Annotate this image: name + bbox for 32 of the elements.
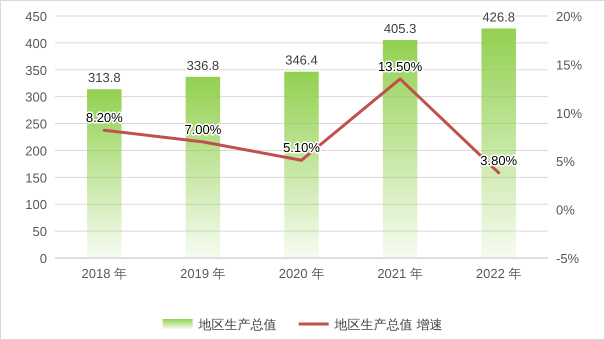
- y2-tick-label: 20%: [556, 9, 582, 24]
- y-tick-label: 50: [32, 224, 47, 240]
- y-tick-label: 250: [25, 116, 47, 132]
- bar: [186, 76, 220, 258]
- x-tick-label: 2018 年: [82, 266, 128, 281]
- data-label: 405.3: [384, 21, 416, 36]
- legend-label: 地区生产总值: [198, 317, 277, 332]
- bar: [481, 28, 516, 258]
- data-label: 426.8: [482, 9, 515, 24]
- bar: [284, 72, 319, 258]
- y-tick-label: 0: [40, 251, 47, 266]
- data-label: 313.8: [88, 70, 121, 86]
- y-tick-label: 200: [25, 143, 47, 158]
- data-label: 336.8: [186, 58, 220, 73]
- y-tick-label: 100: [25, 197, 47, 212]
- bar: [87, 89, 122, 258]
- y-tick-label: 150: [25, 170, 47, 186]
- x-tick-label: 2019 年: [180, 266, 226, 281]
- y2-tick-label: 5%: [556, 154, 576, 170]
- y-tick-label: 350: [25, 62, 47, 78]
- legend-label: 地区生产总值 增速: [334, 317, 442, 332]
- y2-tick-label: 0%: [556, 202, 576, 218]
- y2-tick-label: 10%: [556, 106, 582, 121]
- data-label: 346.4: [285, 52, 318, 68]
- y2-tick-label: 15%: [556, 57, 582, 72]
- x-tick-label: 2022 年: [476, 266, 522, 281]
- x-tick-label: 2021 年: [377, 266, 423, 281]
- y-tick-label: 450: [25, 9, 47, 24]
- x-tick-label: 2020 年: [278, 266, 324, 281]
- y-tick-label: 400: [25, 36, 47, 51]
- y2-tick-label: -5%: [556, 251, 580, 266]
- y-tick-label: 300: [25, 90, 47, 105]
